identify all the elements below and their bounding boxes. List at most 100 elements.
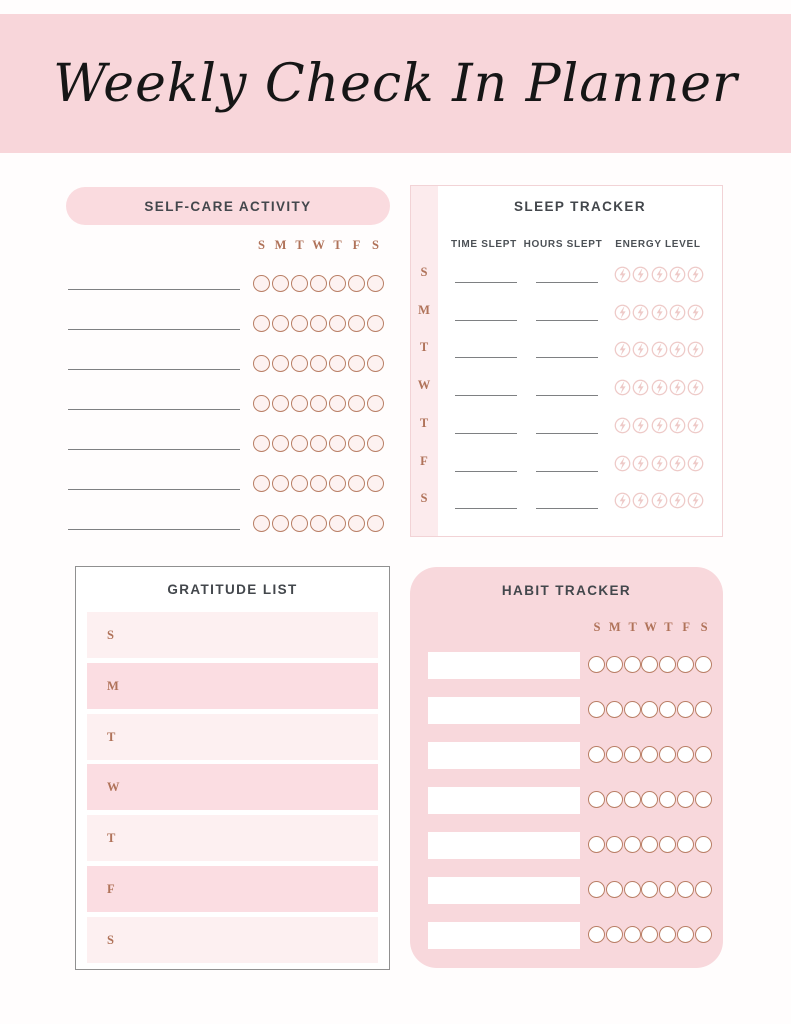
day-checkbox[interactable]	[694, 881, 712, 898]
day-checkbox[interactable]	[272, 315, 289, 332]
day-checkbox[interactable]	[588, 881, 605, 898]
hours-slept-line[interactable]	[536, 282, 598, 283]
day-checkbox[interactable]	[367, 275, 384, 292]
day-checkbox[interactable]	[641, 656, 659, 673]
activity-name-line[interactable]	[68, 289, 240, 290]
activity-name-line[interactable]	[68, 449, 240, 450]
gratitude-entry-row[interactable]: F	[87, 866, 378, 912]
lightning-bolt-icon[interactable]	[687, 455, 704, 472]
day-checkbox[interactable]	[272, 355, 289, 372]
day-checkbox[interactable]	[694, 836, 712, 853]
day-checkbox[interactable]	[641, 926, 659, 943]
time-slept-line[interactable]	[455, 433, 517, 434]
day-checkbox[interactable]	[677, 701, 695, 718]
day-checkbox[interactable]	[641, 746, 659, 763]
day-checkbox[interactable]	[291, 315, 308, 332]
day-checkbox[interactable]	[310, 435, 327, 452]
day-checkbox[interactable]	[623, 746, 641, 763]
day-checkbox[interactable]	[677, 656, 695, 673]
habit-name-field[interactable]	[428, 922, 580, 949]
day-checkbox[interactable]	[253, 315, 270, 332]
day-checkbox[interactable]	[329, 515, 346, 532]
day-checkbox[interactable]	[367, 395, 384, 412]
day-checkbox[interactable]	[348, 315, 365, 332]
day-checkbox[interactable]	[329, 475, 346, 492]
day-checkbox[interactable]	[291, 395, 308, 412]
lightning-bolt-icon[interactable]	[651, 492, 668, 509]
activity-name-line[interactable]	[68, 529, 240, 530]
lightning-bolt-icon[interactable]	[632, 417, 649, 434]
day-checkbox[interactable]	[694, 746, 712, 763]
lightning-bolt-icon[interactable]	[651, 455, 668, 472]
lightning-bolt-icon[interactable]	[651, 379, 668, 396]
day-checkbox[interactable]	[588, 701, 605, 718]
day-checkbox[interactable]	[588, 656, 605, 673]
lightning-bolt-icon[interactable]	[632, 455, 649, 472]
habit-name-field[interactable]	[428, 742, 580, 769]
day-checkbox[interactable]	[329, 395, 346, 412]
day-checkbox[interactable]	[605, 746, 623, 763]
lightning-bolt-icon[interactable]	[651, 417, 668, 434]
day-checkbox[interactable]	[348, 515, 365, 532]
activity-name-line[interactable]	[68, 369, 240, 370]
day-checkbox[interactable]	[623, 836, 641, 853]
habit-name-field[interactable]	[428, 787, 580, 814]
day-checkbox[interactable]	[310, 315, 327, 332]
day-checkbox[interactable]	[291, 355, 308, 372]
lightning-bolt-icon[interactable]	[687, 341, 704, 358]
day-checkbox[interactable]	[623, 881, 641, 898]
lightning-bolt-icon[interactable]	[687, 266, 704, 283]
day-checkbox[interactable]	[694, 791, 712, 808]
day-checkbox[interactable]	[272, 475, 289, 492]
lightning-bolt-icon[interactable]	[669, 379, 686, 396]
day-checkbox[interactable]	[659, 791, 677, 808]
day-checkbox[interactable]	[348, 355, 365, 372]
gratitude-entry-row[interactable]: S	[87, 612, 378, 658]
day-checkbox[interactable]	[253, 515, 270, 532]
time-slept-line[interactable]	[455, 508, 517, 509]
lightning-bolt-icon[interactable]	[669, 455, 686, 472]
day-checkbox[interactable]	[367, 315, 384, 332]
day-checkbox[interactable]	[291, 515, 308, 532]
lightning-bolt-icon[interactable]	[687, 492, 704, 509]
day-checkbox[interactable]	[659, 926, 677, 943]
lightning-bolt-icon[interactable]	[614, 304, 631, 321]
day-checkbox[interactable]	[329, 435, 346, 452]
day-checkbox[interactable]	[272, 275, 289, 292]
day-checkbox[interactable]	[605, 791, 623, 808]
day-checkbox[interactable]	[253, 475, 270, 492]
lightning-bolt-icon[interactable]	[614, 492, 631, 509]
day-checkbox[interactable]	[367, 355, 384, 372]
day-checkbox[interactable]	[253, 275, 270, 292]
activity-name-line[interactable]	[68, 489, 240, 490]
day-checkbox[interactable]	[694, 656, 712, 673]
lightning-bolt-icon[interactable]	[614, 266, 631, 283]
gratitude-entry-row[interactable]: S	[87, 917, 378, 963]
lightning-bolt-icon[interactable]	[651, 341, 668, 358]
day-checkbox[interactable]	[605, 881, 623, 898]
lightning-bolt-icon[interactable]	[614, 417, 631, 434]
day-checkbox[interactable]	[348, 475, 365, 492]
lightning-bolt-icon[interactable]	[669, 417, 686, 434]
time-slept-line[interactable]	[455, 282, 517, 283]
lightning-bolt-icon[interactable]	[687, 379, 704, 396]
day-checkbox[interactable]	[641, 836, 659, 853]
lightning-bolt-icon[interactable]	[687, 417, 704, 434]
lightning-bolt-icon[interactable]	[632, 492, 649, 509]
hours-slept-line[interactable]	[536, 508, 598, 509]
day-checkbox[interactable]	[659, 836, 677, 853]
lightning-bolt-icon[interactable]	[669, 266, 686, 283]
day-checkbox[interactable]	[310, 275, 327, 292]
lightning-bolt-icon[interactable]	[651, 266, 668, 283]
day-checkbox[interactable]	[310, 395, 327, 412]
day-checkbox[interactable]	[588, 791, 605, 808]
lightning-bolt-icon[interactable]	[632, 341, 649, 358]
day-checkbox[interactable]	[641, 701, 659, 718]
day-checkbox[interactable]	[272, 395, 289, 412]
day-checkbox[interactable]	[694, 701, 712, 718]
lightning-bolt-icon[interactable]	[614, 455, 631, 472]
lightning-bolt-icon[interactable]	[669, 304, 686, 321]
day-checkbox[interactable]	[253, 435, 270, 452]
day-checkbox[interactable]	[605, 701, 623, 718]
day-checkbox[interactable]	[329, 315, 346, 332]
